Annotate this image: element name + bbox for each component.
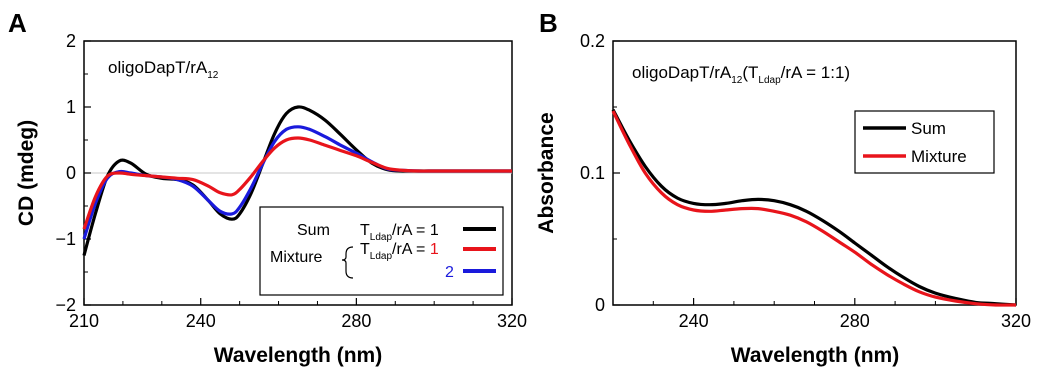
panel-b-xtick-label: 320	[1001, 311, 1031, 331]
panel-b-ytick-label: 0.2	[580, 31, 605, 51]
panel-a-ylabel: CD (mdeg)	[15, 120, 38, 226]
panel-b: B 0.2 0.1 0 240 280 320 oligoDapT/rA12(TLdap/…	[535, 8, 1031, 367]
panel-b-series-mixture	[611, 110, 1017, 307]
panel-a-ytick-label: −2	[55, 295, 76, 315]
panel-b-ytick-label: 0.1	[580, 163, 605, 183]
panel-a-legend: Sum TLdap/rA = 1 Mixture TLdap/rA = 1 2	[259, 206, 504, 296]
legend-brace	[341, 246, 354, 279]
panel-b-xtick-label: 280	[840, 311, 870, 331]
panel-b-series-sum	[611, 108, 1017, 307]
panel-b-ytick-label: 0	[595, 295, 605, 315]
panel-b-legend: Sum Mixture	[854, 110, 995, 174]
legend-group-sum: Sum	[297, 222, 330, 239]
panel-b-xlabel: Wavelength (nm)	[731, 344, 899, 367]
panel-a-xtick-label: 320	[497, 311, 527, 331]
panel-a-label: A	[8, 8, 27, 38]
panel-a-series-mixture-1	[82, 136, 512, 230]
legend-row-mixture1-label: TLdap/rA = 1	[360, 241, 439, 262]
panel-b-ylabel: Absorbance	[535, 112, 558, 233]
panel-a-xtick-label: 280	[341, 311, 371, 331]
panel-a-ytick-label: 0	[66, 163, 76, 183]
legend-b-sum-label: Sum	[911, 119, 946, 138]
legend-row-mixture2-label: 2	[445, 264, 454, 281]
legend-group-mixture: Mixture	[270, 249, 323, 266]
legend-b-mixture-label: Mixture	[911, 147, 967, 166]
panel-a-xlabel: Wavelength (nm)	[214, 344, 382, 367]
panel-a-ytick-label: −1	[55, 229, 76, 249]
panel-a-legend-box	[259, 206, 504, 296]
panel-a-annotation: oligoDapT/rA12	[108, 58, 219, 81]
legend-row-sum-label: TLdap/rA = 1	[360, 222, 439, 243]
panel-a-ytick-label: 2	[66, 31, 76, 51]
panel-a-xtick-label: 210	[69, 311, 99, 331]
panel-a-ytick-label: 1	[66, 97, 76, 117]
panel-b-label: B	[539, 8, 558, 38]
panel-a-xtick-label: 240	[186, 311, 216, 331]
panel-b-annotation: oligoDapT/rA12(TLdap/rA = 1:1)	[632, 63, 850, 86]
panel-b-legend-box	[854, 110, 995, 174]
panel-b-xtick-label: 240	[679, 311, 709, 331]
